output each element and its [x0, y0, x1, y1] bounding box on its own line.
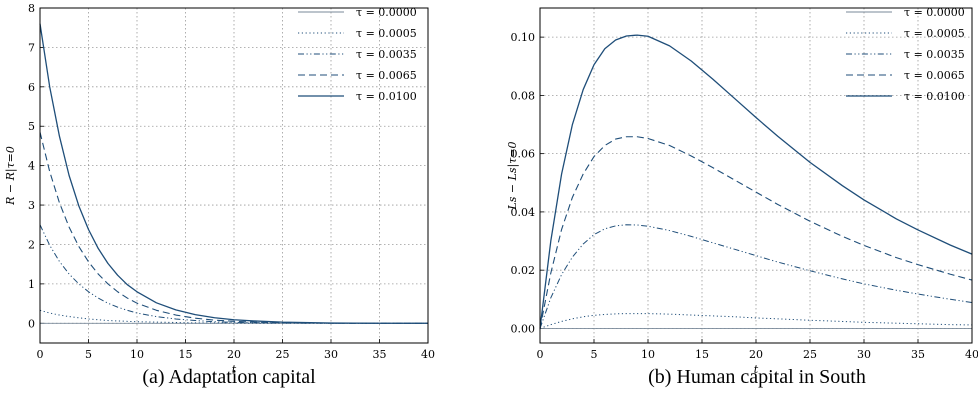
- y-tick-label: 0.00: [511, 322, 536, 335]
- legend: τ = 0.0000 τ = 0.0005 τ = 0.0035 τ = 0.0065…: [298, 6, 417, 103]
- x-axis-label: t: [754, 363, 759, 376]
- series-line-4: [539, 34, 973, 329]
- x-tick-label: 20: [227, 348, 241, 361]
- x-tick-label: 15: [695, 348, 709, 361]
- x-tick-label: 25: [276, 348, 290, 361]
- legend-label-1: τ = 0.0005: [904, 27, 965, 40]
- x-tick-label: 0: [537, 348, 544, 361]
- x-tick-label: 25: [803, 348, 817, 361]
- series-line-2: [539, 224, 973, 329]
- y-tick-label: 0.06: [511, 148, 536, 161]
- y-tick-label: 0.08: [511, 89, 536, 102]
- y-tick-label: 2: [28, 238, 35, 251]
- legend-label-2: τ = 0.0035: [904, 48, 965, 61]
- y-tick-label: 3: [28, 199, 35, 212]
- y-tick-label: 0: [28, 317, 35, 330]
- x-axis-label: t: [232, 363, 237, 376]
- y-tick-label: 7: [28, 41, 35, 54]
- chart-adaptation-capital: 0 5 10 15 20 25 30 35 40 0 1 2 3 4 5 6 7 8 t R − R|τ=0 τ = 0…: [4, 2, 435, 376]
- y-tick-label: 0.10: [511, 31, 536, 44]
- series-line-3: [539, 136, 973, 329]
- legend: τ = 0.0000 τ = 0.0005 τ = 0.0035 τ = 0.0065…: [846, 6, 965, 103]
- x-tick-label: 10: [641, 348, 655, 361]
- legend-label-4: τ = 0.0100: [904, 90, 965, 103]
- series-line-4: [39, 23, 429, 324]
- y-tick-label: 5: [28, 120, 35, 133]
- legend-label-2: τ = 0.0035: [356, 48, 417, 61]
- x-tick-label: 30: [324, 348, 338, 361]
- series-line-3: [39, 132, 429, 324]
- plot-frame: [539, 7, 973, 344]
- x-tick-label: 5: [591, 348, 598, 361]
- x-tick-label: 15: [179, 348, 193, 361]
- x-tick-label: 0: [37, 348, 44, 361]
- x-tick-label: 40: [965, 348, 978, 361]
- y-tick-label: 4: [28, 160, 35, 173]
- y-axis-label: Ls − Ls|τ=0: [506, 141, 520, 210]
- legend-label-3: τ = 0.0065: [904, 69, 965, 82]
- x-tick-label: 35: [911, 348, 925, 361]
- legend-label-0: τ = 0.0000: [356, 6, 417, 19]
- caption-human-capital-south: (b) Human capital in South: [648, 366, 866, 388]
- chart-human-capital-south: 0 5 10 15 20 25 30 35 40 0.00 0.02 0.04 0.06 0.08 0.10…: [506, 6, 978, 376]
- y-tick-label: 8: [28, 2, 35, 15]
- x-tick-label: 5: [85, 348, 92, 361]
- series-line-1: [539, 313, 973, 329]
- legend-label-3: τ = 0.0065: [356, 69, 417, 82]
- y-axis-label: R − R|τ=0: [4, 146, 18, 206]
- x-tick-label: 10: [130, 348, 144, 361]
- legend-label-0: τ = 0.0000: [904, 6, 965, 19]
- x-tick-label: 30: [857, 348, 871, 361]
- y-tick-label: 0.02: [511, 264, 536, 277]
- y-tick-label: 0.04: [511, 206, 536, 219]
- y-tick-label: 6: [28, 81, 35, 94]
- legend-label-4: τ = 0.0100: [356, 90, 417, 103]
- x-tick-label: 40: [421, 348, 435, 361]
- caption-adaptation-capital: (a) Adaptation capital: [142, 366, 316, 388]
- plot-frame: [39, 7, 429, 344]
- x-tick-label: 20: [749, 348, 763, 361]
- y-tick-label: 1: [28, 278, 35, 291]
- legend-label-1: τ = 0.0005: [356, 27, 417, 40]
- x-tick-label: 35: [373, 348, 387, 361]
